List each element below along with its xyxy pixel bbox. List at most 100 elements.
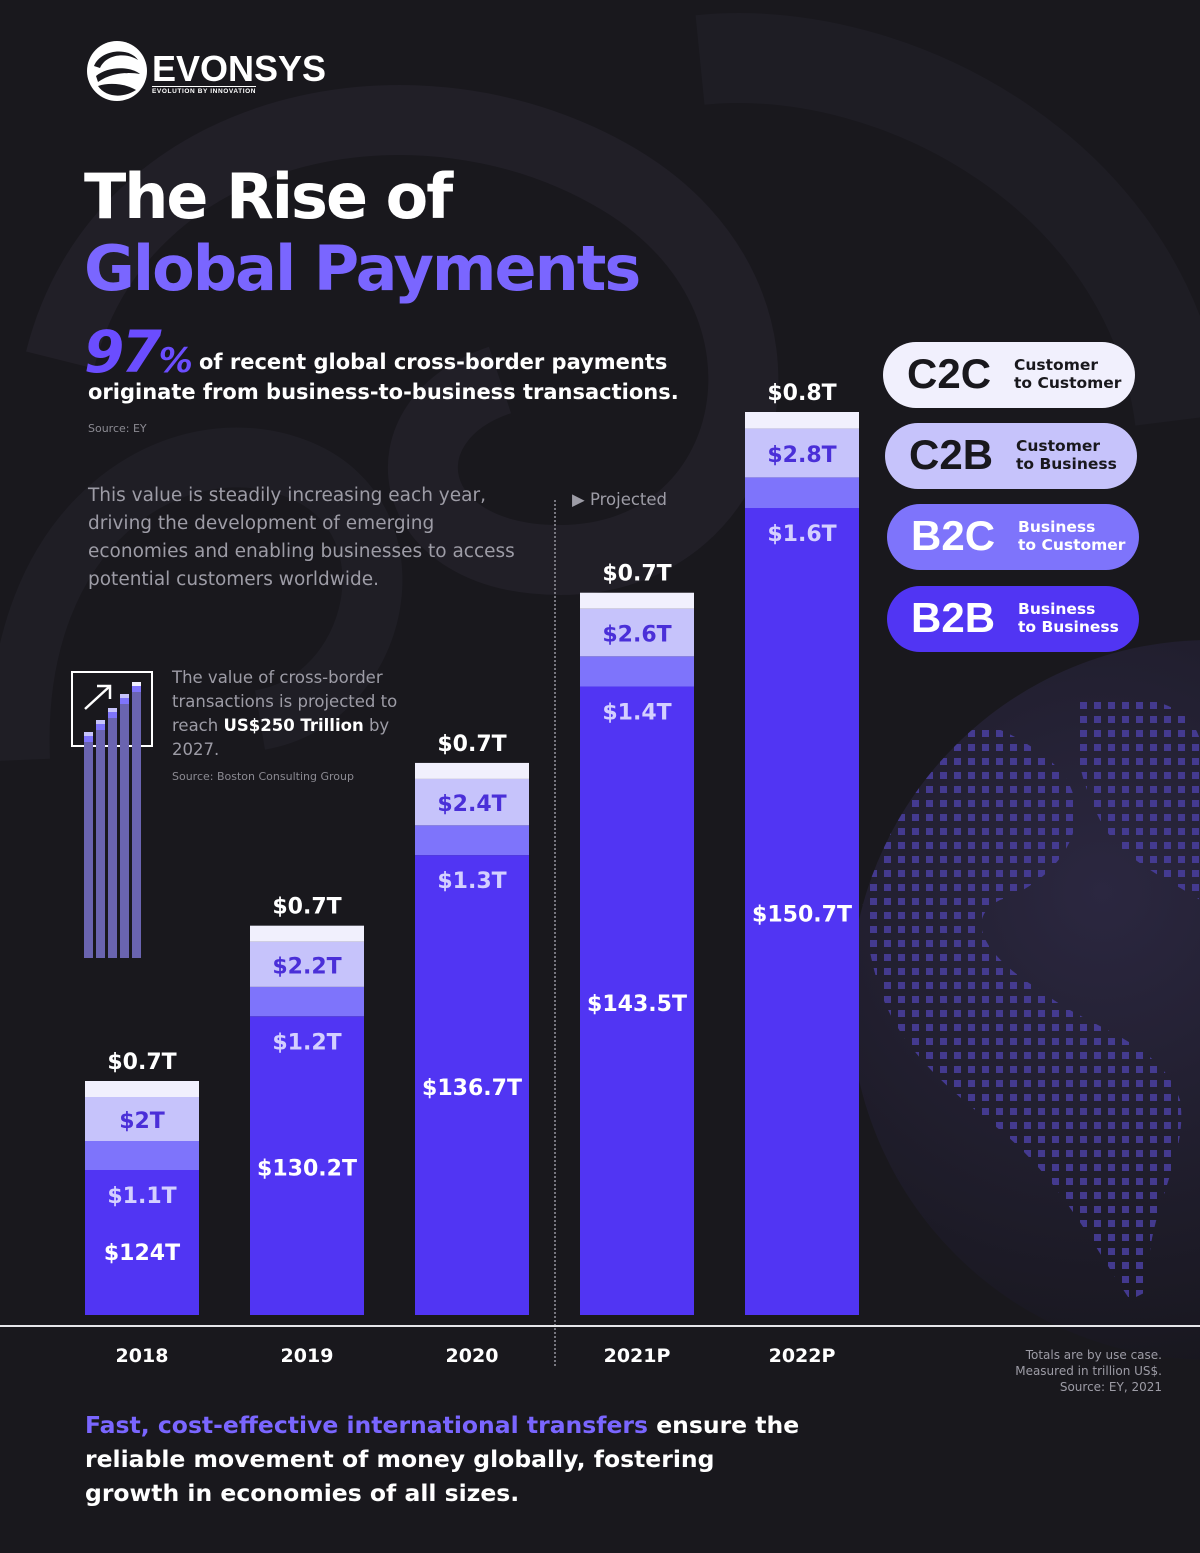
bottom-statement-highlight: Fast, cost-effective international trans… bbox=[85, 1411, 649, 1439]
bar-c2b-2018 bbox=[85, 1097, 199, 1141]
headline-text-line-2: originate from business-to-business tran… bbox=[88, 380, 679, 404]
legend-item-b2c: B2C Business to Customer bbox=[887, 504, 1139, 570]
data-label-c2c: $0.7T bbox=[107, 1050, 176, 1075]
data-label-b2b: $150.7T bbox=[752, 903, 852, 928]
bar-c2c-2018 bbox=[85, 1081, 199, 1097]
data-label-b2c: $1.1T bbox=[107, 1184, 176, 1209]
x-axis-line bbox=[0, 1325, 1200, 1327]
data-label-b2c: $1.4T bbox=[602, 701, 671, 726]
data-label-b2c: $1.6T bbox=[767, 522, 836, 547]
bar-b2b-2019 bbox=[250, 1016, 364, 1315]
bar-c2c-2019 bbox=[250, 925, 364, 942]
legend-description: Customer to Business bbox=[1016, 437, 1117, 473]
brand-logo: EVONSYS EVOLUTION BY INNOVATION bbox=[86, 40, 326, 104]
description-text: This value is steadily increasing each y… bbox=[88, 485, 515, 590]
bar-c2b-2019 bbox=[250, 941, 364, 987]
data-label-b2c: $1.3T bbox=[437, 869, 506, 894]
data-label-b2b: $124T bbox=[104, 1241, 180, 1266]
legend-description: Customer to Customer bbox=[1014, 356, 1121, 392]
data-label-c2b: $2.4T bbox=[437, 792, 506, 817]
bar-c2b-2022p bbox=[745, 428, 859, 478]
bottom-statement-rest: ensure the reliable movement of money gl… bbox=[85, 1411, 800, 1507]
callout-text-before: The value of cross-border transactions i… bbox=[172, 668, 398, 735]
callout-highlight: US$250 Trillion bbox=[223, 716, 364, 735]
callout-text: The value of cross-border transactions i… bbox=[172, 666, 412, 762]
chart-note: Source: EY, 2021 bbox=[1059, 1380, 1162, 1394]
legend-item-b2b: B2B Business to Business bbox=[887, 586, 1139, 652]
data-label-c2b: $2T bbox=[119, 1109, 165, 1134]
legend-description-line: to Business bbox=[1018, 618, 1119, 636]
bar-c2c-2022p bbox=[745, 412, 859, 429]
headline-percent-unit: % bbox=[158, 341, 193, 381]
bar-b2c-2018 bbox=[85, 1141, 199, 1170]
headline-percent-value: 97 bbox=[84, 318, 162, 386]
data-label-c2c: $0.7T bbox=[272, 895, 341, 920]
bar-c2c-2020 bbox=[415, 762, 529, 779]
bar-c2c-2021p bbox=[580, 592, 694, 609]
x-tick-label: 2019 bbox=[281, 1345, 334, 1367]
data-label-b2b: $136.7T bbox=[422, 1076, 522, 1101]
data-label-c2b: $2.8T bbox=[767, 443, 836, 468]
legend-code: C2B bbox=[909, 431, 994, 478]
mini-bar-chart bbox=[84, 682, 141, 958]
x-tick-label: 2022P bbox=[769, 1345, 836, 1367]
projected-divider bbox=[554, 500, 556, 1366]
headline-source: Source: EY bbox=[88, 422, 147, 435]
x-tick-label: 2021P bbox=[604, 1345, 671, 1367]
legend-item-c2b: C2B Customer to Business bbox=[885, 423, 1137, 489]
brand-tagline: EVOLUTION BY INNOVATION bbox=[152, 86, 257, 95]
bar-b2c-2021p bbox=[580, 656, 694, 687]
x-tick-label: 2020 bbox=[446, 1345, 499, 1367]
bar-b2c-2019 bbox=[250, 986, 364, 1017]
data-label-c2b: $2.6T bbox=[602, 623, 671, 648]
data-label-c2b: $2.2T bbox=[272, 954, 341, 979]
legend-description-line: Customer bbox=[1016, 437, 1101, 455]
legend-description-line: to Business bbox=[1016, 455, 1117, 473]
mini-bar bbox=[84, 732, 93, 958]
headline-text-line-1: of recent global cross-border payments bbox=[199, 350, 668, 374]
bar-b2c-2022p bbox=[745, 477, 859, 508]
title-line-2: Global Payments bbox=[84, 232, 641, 305]
legend-code: C2C bbox=[907, 350, 992, 397]
data-label-b2c: $1.2T bbox=[272, 1030, 341, 1055]
chart-note: Measured in trillion US$. bbox=[1015, 1364, 1162, 1378]
bar-b2c-2020 bbox=[415, 825, 529, 856]
trend-arrow-icon bbox=[84, 684, 112, 710]
legend-description: Business to Business bbox=[1018, 600, 1119, 636]
legend-code: B2B bbox=[911, 594, 996, 641]
headline-percent: 97% bbox=[84, 318, 193, 386]
x-tick-label: 2018 bbox=[116, 1345, 169, 1367]
legend-description-line: to Customer bbox=[1014, 374, 1122, 392]
legend-description-line: Business bbox=[1018, 518, 1096, 536]
legend-description: Business to Customer bbox=[1018, 518, 1125, 554]
legend-description-line: to Customer bbox=[1018, 536, 1126, 554]
callout-text-after: by 2027. bbox=[172, 716, 390, 759]
projected-label-text: Projected bbox=[589, 490, 668, 509]
data-label-c2c: $0.7T bbox=[602, 562, 671, 587]
legend-description-line: Customer bbox=[1014, 356, 1099, 374]
mini-bar bbox=[96, 720, 105, 958]
bar-b2b-2021p bbox=[580, 686, 694, 1315]
mini-bar bbox=[120, 694, 129, 958]
data-label-c2c: $0.7T bbox=[437, 732, 506, 757]
chart-notes: Totals are by use case. Measured in tril… bbox=[1015, 1347, 1162, 1395]
mini-bar bbox=[132, 682, 141, 958]
legend-code: B2C bbox=[911, 512, 996, 559]
data-label-b2b: $143.5T bbox=[587, 992, 687, 1017]
callout-source: Source: Boston Consulting Group bbox=[172, 770, 354, 783]
bottom-statement: Fast, cost-effective international trans… bbox=[85, 1408, 805, 1510]
logo-swirl-icon bbox=[87, 41, 147, 101]
bar-b2b-2018 bbox=[85, 1170, 199, 1315]
data-label-b2b: $130.2T bbox=[257, 1157, 357, 1182]
brand-name: EVONSYS bbox=[152, 48, 327, 89]
projected-label: ▶ Projected bbox=[572, 490, 668, 509]
data-label-c2c: $0.8T bbox=[767, 381, 836, 406]
legend-item-c2c: C2C Customer to Customer bbox=[883, 342, 1135, 408]
bar-c2b-2020 bbox=[415, 778, 529, 826]
bar-b2b-2020 bbox=[415, 855, 529, 1315]
bar-b2b-2022p bbox=[745, 508, 859, 1315]
mini-bar bbox=[108, 708, 117, 958]
bar-c2b-2021p bbox=[580, 608, 694, 657]
